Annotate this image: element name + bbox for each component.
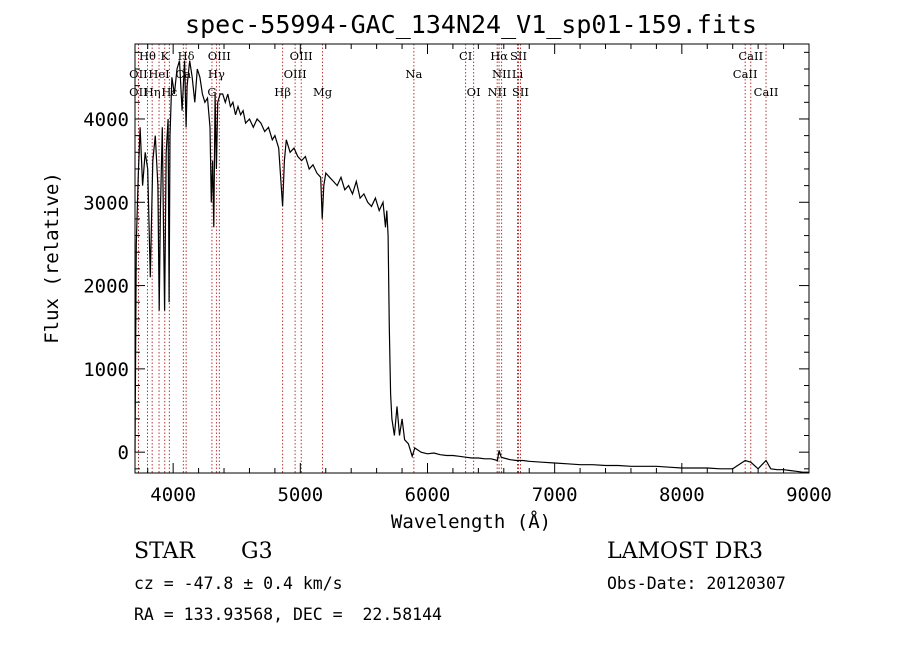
spectrum-line	[134, 60, 809, 473]
x-tick-label: 4000	[150, 484, 196, 506]
line-label: OIII	[208, 49, 231, 63]
chart-title: spec-55994-GAC_134N24_V1_sp01-159.fits	[185, 10, 757, 39]
object-class: STAR	[134, 539, 196, 564]
line-label: OI	[467, 85, 481, 99]
line-label: Hβ	[274, 85, 291, 99]
line-label: Hγ	[208, 67, 225, 81]
y-tick-label: 0	[118, 442, 129, 464]
line-label: OII	[129, 67, 148, 81]
x-tick-label: 7000	[532, 484, 578, 506]
x-tick-label: 8000	[659, 484, 705, 506]
line-label: Hδ	[178, 49, 195, 63]
line-label: Hη	[144, 85, 161, 99]
x-axis-ticks: 4000 5000 6000 7000 8000 9000	[147, 44, 832, 506]
spectral-line-markers	[137, 44, 767, 473]
subclass: G3	[241, 539, 273, 564]
line-label: Hθ	[139, 49, 156, 63]
x-tick-label: 5000	[277, 484, 323, 506]
line-label: K	[160, 49, 169, 63]
y-tick-label: 2000	[83, 276, 129, 298]
line-label: NII	[492, 67, 511, 81]
line-label: CaII	[733, 67, 758, 81]
y-tick-label: 4000	[83, 109, 129, 131]
line-label: OIII	[284, 67, 307, 81]
x-axis-label: Wavelength (Å)	[391, 510, 551, 533]
redshift-cz: cz = -47.8 ± 0.4 km/s	[134, 574, 343, 593]
survey-name: LAMOST DR3	[607, 539, 763, 564]
y-tick-label: 3000	[83, 192, 129, 214]
line-label: Li	[512, 67, 524, 81]
y-axis-label: Flux (relative)	[41, 172, 63, 344]
line-label: HeI	[148, 67, 169, 81]
line-label: Na	[405, 67, 422, 81]
line-label: Hα	[490, 49, 508, 63]
obs-date: Obs-Date: 20120307	[607, 574, 786, 593]
line-label: G	[207, 85, 216, 99]
coordinates: RA = 133.93568, DEC = 22.58144	[134, 605, 442, 624]
x-tick-label: 6000	[405, 484, 451, 506]
line-label: CaII	[754, 85, 779, 99]
y-tick-label: 1000	[83, 359, 129, 381]
line-label: CaII	[738, 49, 763, 63]
plot-frame	[134, 43, 810, 474]
line-label: OIII	[290, 49, 313, 63]
line-label: SII	[510, 49, 527, 63]
line-label: CI	[459, 49, 472, 63]
line-label: SII	[512, 85, 529, 99]
line-label: NII	[488, 85, 507, 99]
y-axis-ticks: 0 1000 2000 3000 4000	[83, 51, 809, 470]
x-tick-label: 9000	[786, 484, 832, 506]
line-label: OII	[129, 85, 148, 99]
line-label: Mg	[313, 85, 333, 99]
